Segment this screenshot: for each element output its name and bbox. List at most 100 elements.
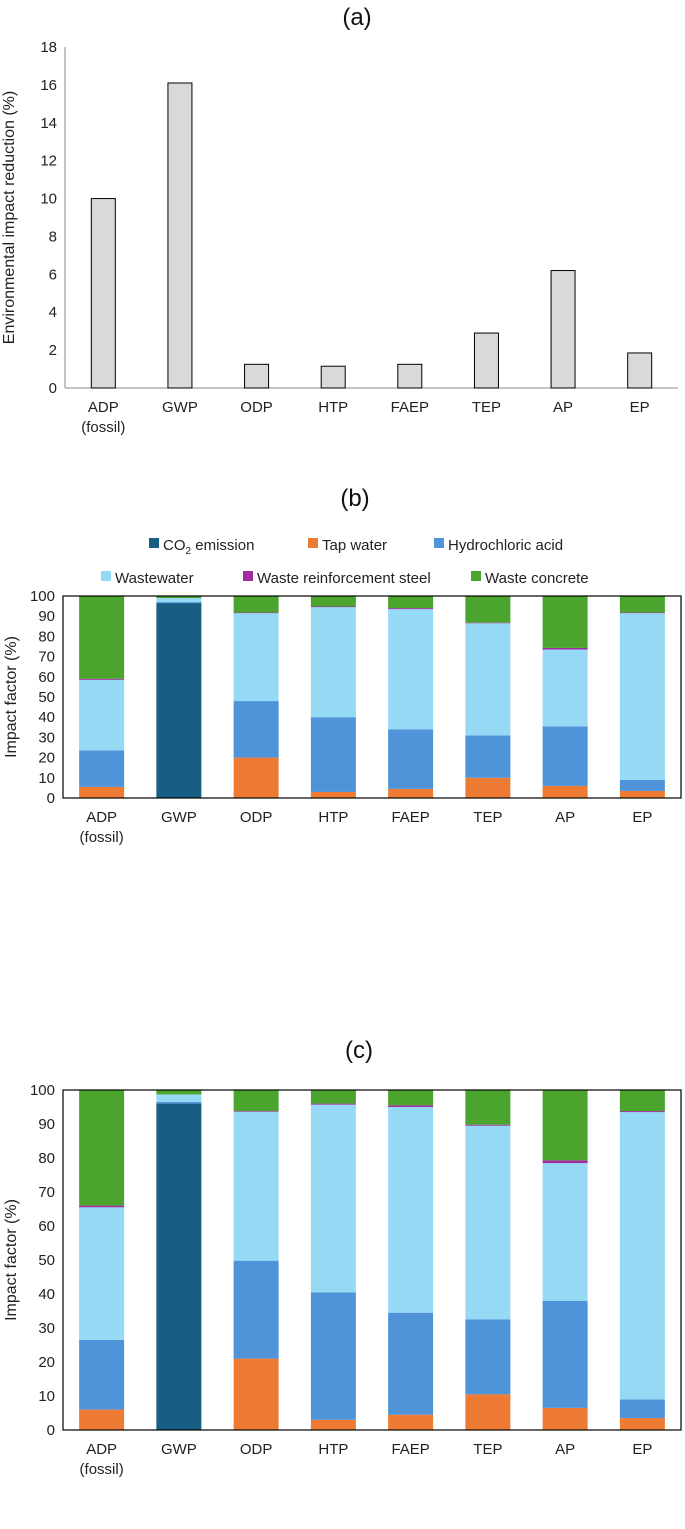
y-tick-label: 0: [47, 790, 55, 807]
bar-segment-faep-tap-water: [388, 788, 434, 798]
bar-segment-ap-wastewater: [542, 1163, 588, 1301]
bar-segment-tep-waste-concrete: [465, 596, 511, 623]
bar-segment-ep-waste-reinforcement-steel: [619, 612, 665, 614]
bar-segment-adp-fossil-tap-water: [79, 786, 125, 798]
bar-ap: [550, 270, 576, 389]
bar-segment-odp-tap-water: [233, 757, 279, 798]
legend-swatch-waste-steel: [243, 571, 253, 581]
x-tick-label-htp: HTP: [318, 1441, 348, 1458]
plot-frame: [62, 1089, 682, 1431]
y-tick-label: 0: [49, 380, 57, 397]
bar-segment-gwp-waste-concrete: [156, 596, 202, 599]
bar-segment-adp-fossil-hydrochloric-acid: [79, 1339, 125, 1410]
bar-segment-ap-tap-water: [542, 1407, 588, 1430]
y-tick-label: 18: [40, 39, 57, 56]
bar-segment-tep-hydrochloric-acid: [465, 735, 511, 778]
bar-segment-htp-waste-reinforcement-steel: [310, 1103, 356, 1105]
bar-segment-adp-fossil-waste-concrete: [79, 596, 125, 679]
bar-segment-ep-hydrochloric-acid: [619, 1399, 665, 1419]
bar-segment-odp-waste-concrete: [233, 596, 279, 613]
bar-segment-odp-wastewater: [233, 613, 279, 702]
bar-segment-ep-wastewater: [619, 1112, 665, 1400]
x-tick-label-ep: EP: [630, 399, 650, 416]
y-tick-label: 20: [38, 1354, 55, 1371]
x-tick-label-htp: HTP: [318, 399, 348, 416]
bar-segment-ep-wastewater: [619, 613, 665, 780]
x-tick-label-ep: EP: [632, 1441, 652, 1458]
bar-segment-ap-waste-concrete: [542, 596, 588, 648]
bar-segment-tep-tap-water: [465, 1394, 511, 1430]
bar-segment-gwp-co2-emission: [156, 1103, 202, 1430]
legend-swatch-waste-concrete: [471, 571, 481, 581]
x-tick-label-gwp: GWP: [161, 1441, 197, 1458]
bar-segment-ep-waste-concrete: [619, 1090, 665, 1112]
bar-segment-adp-fossil-waste-concrete: [79, 1090, 125, 1206]
legend-label-tap-water: Tap water: [322, 537, 387, 554]
bar-segment-tep-wastewater: [465, 623, 511, 736]
bar-segment-faep-hydrochloric-acid: [388, 729, 434, 789]
bar-segment-tep-hydrochloric-acid: [465, 1319, 511, 1395]
bar-segment-htp-wastewater: [310, 607, 356, 718]
bar-segment-gwp-waste-concrete: [156, 1090, 202, 1095]
bar-segment-adp-fossil-waste-reinforcement-steel: [79, 678, 125, 680]
legend-swatch-hydrochloric-acid: [434, 538, 444, 548]
bar-segment-ap-wastewater: [542, 649, 588, 727]
x-tick-label-tep: TEP: [473, 809, 502, 826]
bar-segment-faep-wastewater: [388, 609, 434, 730]
bar-htp: [320, 365, 346, 389]
bar-segment-odp-hydrochloric-acid: [233, 701, 279, 758]
y-tick-label: 10: [38, 1388, 55, 1405]
x-tick-label-faep: FAEP: [391, 1441, 429, 1458]
bar-segment-ep-hydrochloric-acid: [619, 779, 665, 791]
x-tick-label-tep: TEP: [472, 399, 501, 416]
bar-gwp: [167, 82, 193, 389]
y-tick-label: 100: [30, 588, 55, 605]
bar-segment-faep-waste-concrete: [388, 1090, 434, 1106]
panel-c-title: (c): [345, 1037, 373, 1064]
bar-segment-ap-tap-water: [542, 785, 588, 798]
legend: CO2 emission Tap water Hydrochloric acid…: [101, 537, 589, 587]
y-tick-label: 20: [38, 750, 55, 767]
y-tick-label: 6: [49, 266, 57, 283]
bar-faep: [397, 363, 423, 389]
x-tick-label-adp-fossil: ADP (fossil): [81, 399, 125, 436]
bar-segment-htp-waste-reinforcement-steel: [310, 606, 356, 608]
x-tick-label-faep: FAEP: [391, 809, 429, 826]
legend-swatch-co2: [149, 538, 159, 548]
bar-segment-ap-waste-reinforcement-steel: [542, 1160, 588, 1164]
legend-label-waste-concrete: Waste concrete: [485, 570, 589, 587]
bar-segment-htp-waste-concrete: [310, 1090, 356, 1104]
x-tick-label-gwp: GWP: [162, 399, 198, 416]
bar-segment-odp-waste-reinforcement-steel: [233, 1111, 279, 1112]
x-tick-label-odp: ODP: [240, 809, 273, 826]
bar-segment-ap-hydrochloric-acid: [542, 1300, 588, 1408]
bar-segment-ep-tap-water: [619, 790, 665, 798]
bar-ep: [627, 352, 653, 389]
legend-swatch-wastewater: [101, 571, 111, 581]
y-tick-label: 90: [38, 608, 55, 625]
bar-tep: [473, 332, 499, 389]
y-tick-label: 50: [38, 689, 55, 706]
y-tick-label: 4: [49, 304, 57, 321]
y-tick-label: 70: [38, 649, 55, 666]
x-tick-label-ap: AP: [555, 809, 575, 826]
bar-segment-tep-wastewater: [465, 1125, 511, 1320]
bar-segment-faep-waste-reinforcement-steel: [388, 1105, 434, 1107]
bar-segment-htp-tap-water: [310, 791, 356, 798]
x-tick-label-odp: ODP: [240, 399, 273, 416]
bar-segment-adp-fossil-wastewater: [79, 679, 125, 751]
bar-segment-ep-tap-water: [619, 1418, 665, 1430]
bar-segment-adp-fossil-hydrochloric-acid: [79, 750, 125, 787]
legend-item-hydrochloric-acid: Hydrochloric acid: [434, 537, 563, 554]
y-tick-label: 16: [40, 77, 57, 94]
bar-segment-adp-fossil-waste-reinforcement-steel: [79, 1205, 125, 1208]
bar-segment-ap-waste-concrete: [542, 1090, 588, 1161]
bar-segment-ep-waste-concrete: [619, 596, 665, 613]
legend-item-wastewater: Wastewater: [101, 570, 194, 587]
bar-segment-htp-tap-water: [310, 1419, 356, 1430]
y-tick-label: 0: [47, 1422, 55, 1439]
bar-segment-adp-fossil-wastewater: [79, 1207, 125, 1340]
legend-label-waste-steel: Waste reinforcement steel: [257, 570, 431, 587]
y-tick-label: 10: [38, 770, 55, 787]
